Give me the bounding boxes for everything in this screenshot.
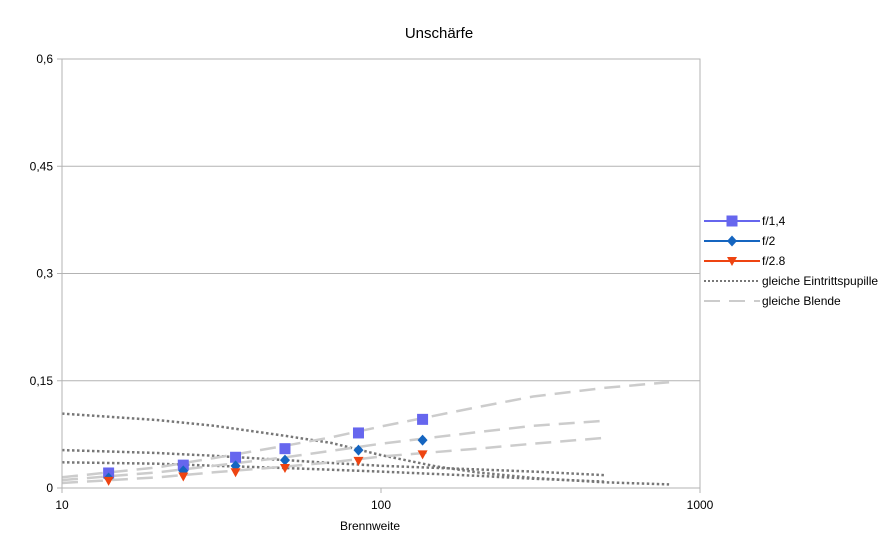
data-point	[103, 476, 114, 486]
x-axis-label: Brennweite	[340, 519, 400, 533]
data-point	[417, 413, 429, 425]
legend-label: gleiche Blende	[762, 294, 841, 308]
y-tick-label: 0,3	[36, 267, 53, 281]
data-markers	[103, 413, 429, 486]
legend-marker	[727, 257, 737, 266]
x-tick-label: 10	[55, 498, 69, 512]
y-tick-label: 0,15	[30, 374, 54, 388]
data-point	[353, 444, 364, 456]
reference-curve	[61, 461, 605, 483]
data-point	[177, 459, 189, 471]
grid-lines	[62, 58, 700, 382]
data-point	[417, 434, 428, 446]
legend-label: f/2	[762, 234, 776, 248]
y-tick-label: 0	[46, 481, 53, 495]
y-tick-label: 0,6	[36, 52, 53, 66]
data-point	[417, 450, 428, 460]
reference-curve	[61, 412, 670, 486]
legend: f/1,4 f/2 f/2.8 gleiche Eintrittspupille gle…	[704, 214, 878, 308]
data-point	[230, 468, 241, 478]
reference-curve	[61, 436, 605, 485]
y-tick-label: 0,45	[30, 159, 54, 173]
data-point	[353, 456, 364, 466]
data-point	[279, 463, 290, 473]
data-point	[230, 451, 242, 463]
legend-label: f/1,4	[762, 214, 786, 228]
data-point	[279, 443, 291, 455]
reference-curve	[61, 419, 605, 482]
legend-label: gleiche Eintrittspupille	[762, 274, 878, 288]
axis-ticks: 0 0,15 0,3 0,45 0,6 10 100 1000	[30, 52, 714, 512]
legend-marker	[727, 235, 737, 247]
data-point	[178, 472, 189, 482]
reference-curves	[61, 380, 670, 486]
data-point	[279, 454, 290, 466]
chart-title: Unschärfe	[405, 25, 473, 42]
data-point	[352, 427, 364, 439]
legend-label: f/2.8	[762, 254, 786, 268]
legend-marker	[726, 215, 738, 227]
x-tick-label: 1000	[687, 498, 714, 512]
x-tick-label: 100	[371, 498, 391, 512]
